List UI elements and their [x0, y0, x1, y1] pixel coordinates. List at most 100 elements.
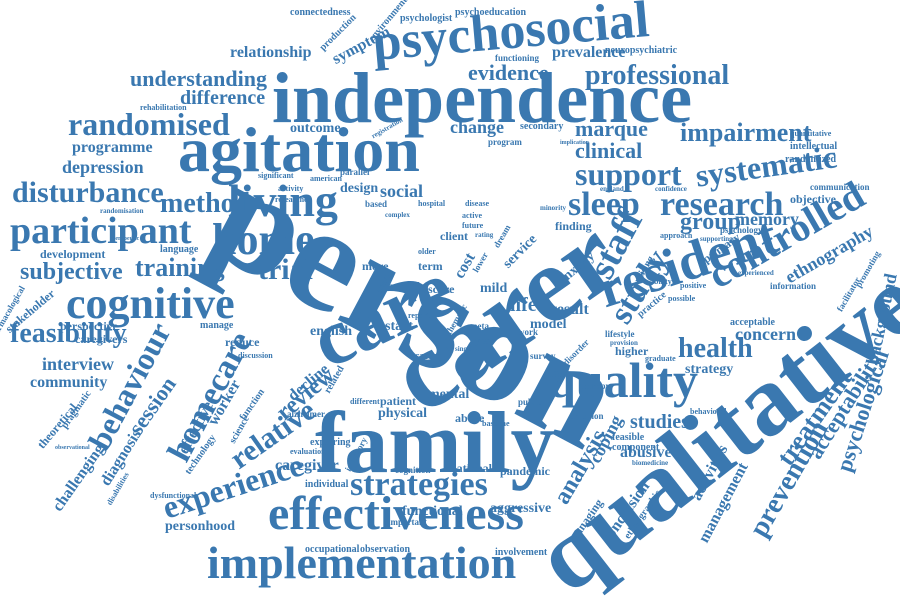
word-research: research — [660, 186, 784, 223]
word-concern: concern — [735, 324, 796, 344]
word-life: life — [510, 294, 537, 316]
word-model: model — [530, 317, 567, 332]
word-dysfunctional: dysfunctional — [150, 491, 197, 500]
word-strategy: strategy — [685, 362, 734, 377]
word-impairment: impairment — [680, 118, 812, 147]
word-agitation: agitation — [178, 114, 420, 185]
word-occupational: occupational — [305, 544, 360, 555]
word-professional: professional — [585, 60, 730, 91]
word-intellectual: intellectual — [790, 141, 838, 152]
word-relationship: relationship — [230, 44, 312, 61]
word-outcome: outcome — [290, 121, 341, 136]
word-mild: mild — [480, 281, 508, 296]
word-minority: minority — [540, 204, 567, 212]
word-design: design — [340, 181, 379, 196]
word-caring: caring — [415, 351, 443, 362]
word-public: public — [518, 397, 543, 407]
word-report: report — [408, 311, 430, 320]
word-english: english — [310, 324, 353, 339]
word-memory: memory — [735, 209, 799, 229]
word-mental: mental — [428, 387, 470, 402]
word-provision: provision — [610, 339, 638, 347]
word-more: more — [362, 259, 389, 273]
word-rating: rating — [475, 231, 494, 239]
word-rehabilitation: rehabilitation — [140, 103, 187, 112]
word-implication: implication — [560, 140, 590, 146]
word-training: training — [135, 253, 225, 282]
word-depression: depression — [62, 157, 144, 177]
word-term: term — [418, 259, 443, 273]
word-family: family — [315, 395, 555, 492]
word-psychology: psychology — [720, 225, 763, 235]
word-evaluation: evaluation — [290, 447, 326, 456]
word-month: month — [390, 279, 424, 293]
word-home: home — [212, 215, 315, 264]
word-positive: positive — [680, 281, 707, 290]
word-possible: possible — [668, 294, 696, 303]
word-perspective: perspective — [60, 319, 118, 333]
word-american: american — [310, 174, 342, 183]
word-biomedicine: biomedicine — [632, 459, 669, 467]
word-higher: higher — [615, 344, 649, 358]
word-confidence: confidence — [655, 185, 687, 193]
word-change: change — [450, 117, 504, 137]
word-therapeutic: therapeutic — [110, 236, 140, 242]
word-individual: individual — [305, 479, 349, 490]
word-subjective: subjective — [20, 259, 123, 285]
word-program: program — [488, 137, 522, 147]
word-client: client — [440, 229, 468, 243]
word-experienced: experienced — [738, 269, 774, 277]
word-functional: functional — [402, 504, 463, 519]
word-pandemic: pandemic — [500, 464, 551, 478]
word-community: community — [30, 374, 108, 391]
word-understanding: understanding — [130, 66, 267, 91]
word-sleep: sleep — [568, 186, 640, 223]
word-trial: trial — [258, 253, 313, 286]
word-older: older — [418, 247, 436, 256]
word-abusive: abusive — [620, 444, 672, 461]
word-national: national — [450, 461, 493, 475]
word-cognitive: cognitive — [66, 279, 235, 328]
word-connectedness: connectedness — [290, 7, 351, 18]
word-finding: finding — [555, 219, 592, 233]
word-caregivers: caregivers — [75, 332, 128, 346]
word-psychologist: psychologist — [400, 13, 453, 24]
word-alzheimer: alzheimer — [287, 409, 325, 419]
word-information: information — [770, 281, 816, 291]
word-living: living — [228, 175, 338, 226]
word-physical: physical — [378, 406, 428, 421]
word-abuse: abuse — [455, 411, 485, 425]
word-baseline: baseline — [482, 419, 510, 428]
word-parallel: parallel — [340, 167, 370, 177]
word-cognition: cognition — [395, 465, 431, 475]
word-participant: participant — [10, 210, 192, 252]
word-strategies: strategies — [350, 466, 488, 503]
word-randomised: randomised — [68, 106, 230, 142]
word-implementation: implementation — [207, 537, 517, 588]
word-psychoeducation: psychoeducation — [455, 7, 527, 18]
word-objective: objective — [790, 192, 836, 206]
word-social: social — [380, 181, 423, 201]
word-interview: interview — [42, 354, 114, 374]
word-manage: manage — [200, 320, 234, 331]
word-development: development — [40, 247, 106, 261]
word-effect: effect — [548, 369, 569, 379]
word-evidence: evidence — [468, 60, 549, 85]
word-activity: activity — [278, 184, 304, 193]
word-personhood: personhood — [165, 519, 236, 534]
word-feasible: feasible — [612, 432, 645, 443]
word-active: active — [462, 211, 482, 220]
word-researcher: researcher — [275, 195, 312, 204]
word-score: score — [428, 282, 455, 296]
word-complex: complex — [385, 211, 410, 219]
word-england: england — [600, 185, 624, 193]
word-graduate: graduate — [645, 354, 676, 363]
word-exploring: exploring — [310, 437, 351, 448]
word-aggressive: aggressive — [490, 501, 552, 516]
word-year: year — [475, 336, 494, 347]
word-different: different — [350, 397, 380, 406]
word-significant: significant — [258, 171, 294, 180]
word-feasibility: feasibility — [10, 318, 127, 349]
word-observational: observational — [55, 445, 90, 451]
